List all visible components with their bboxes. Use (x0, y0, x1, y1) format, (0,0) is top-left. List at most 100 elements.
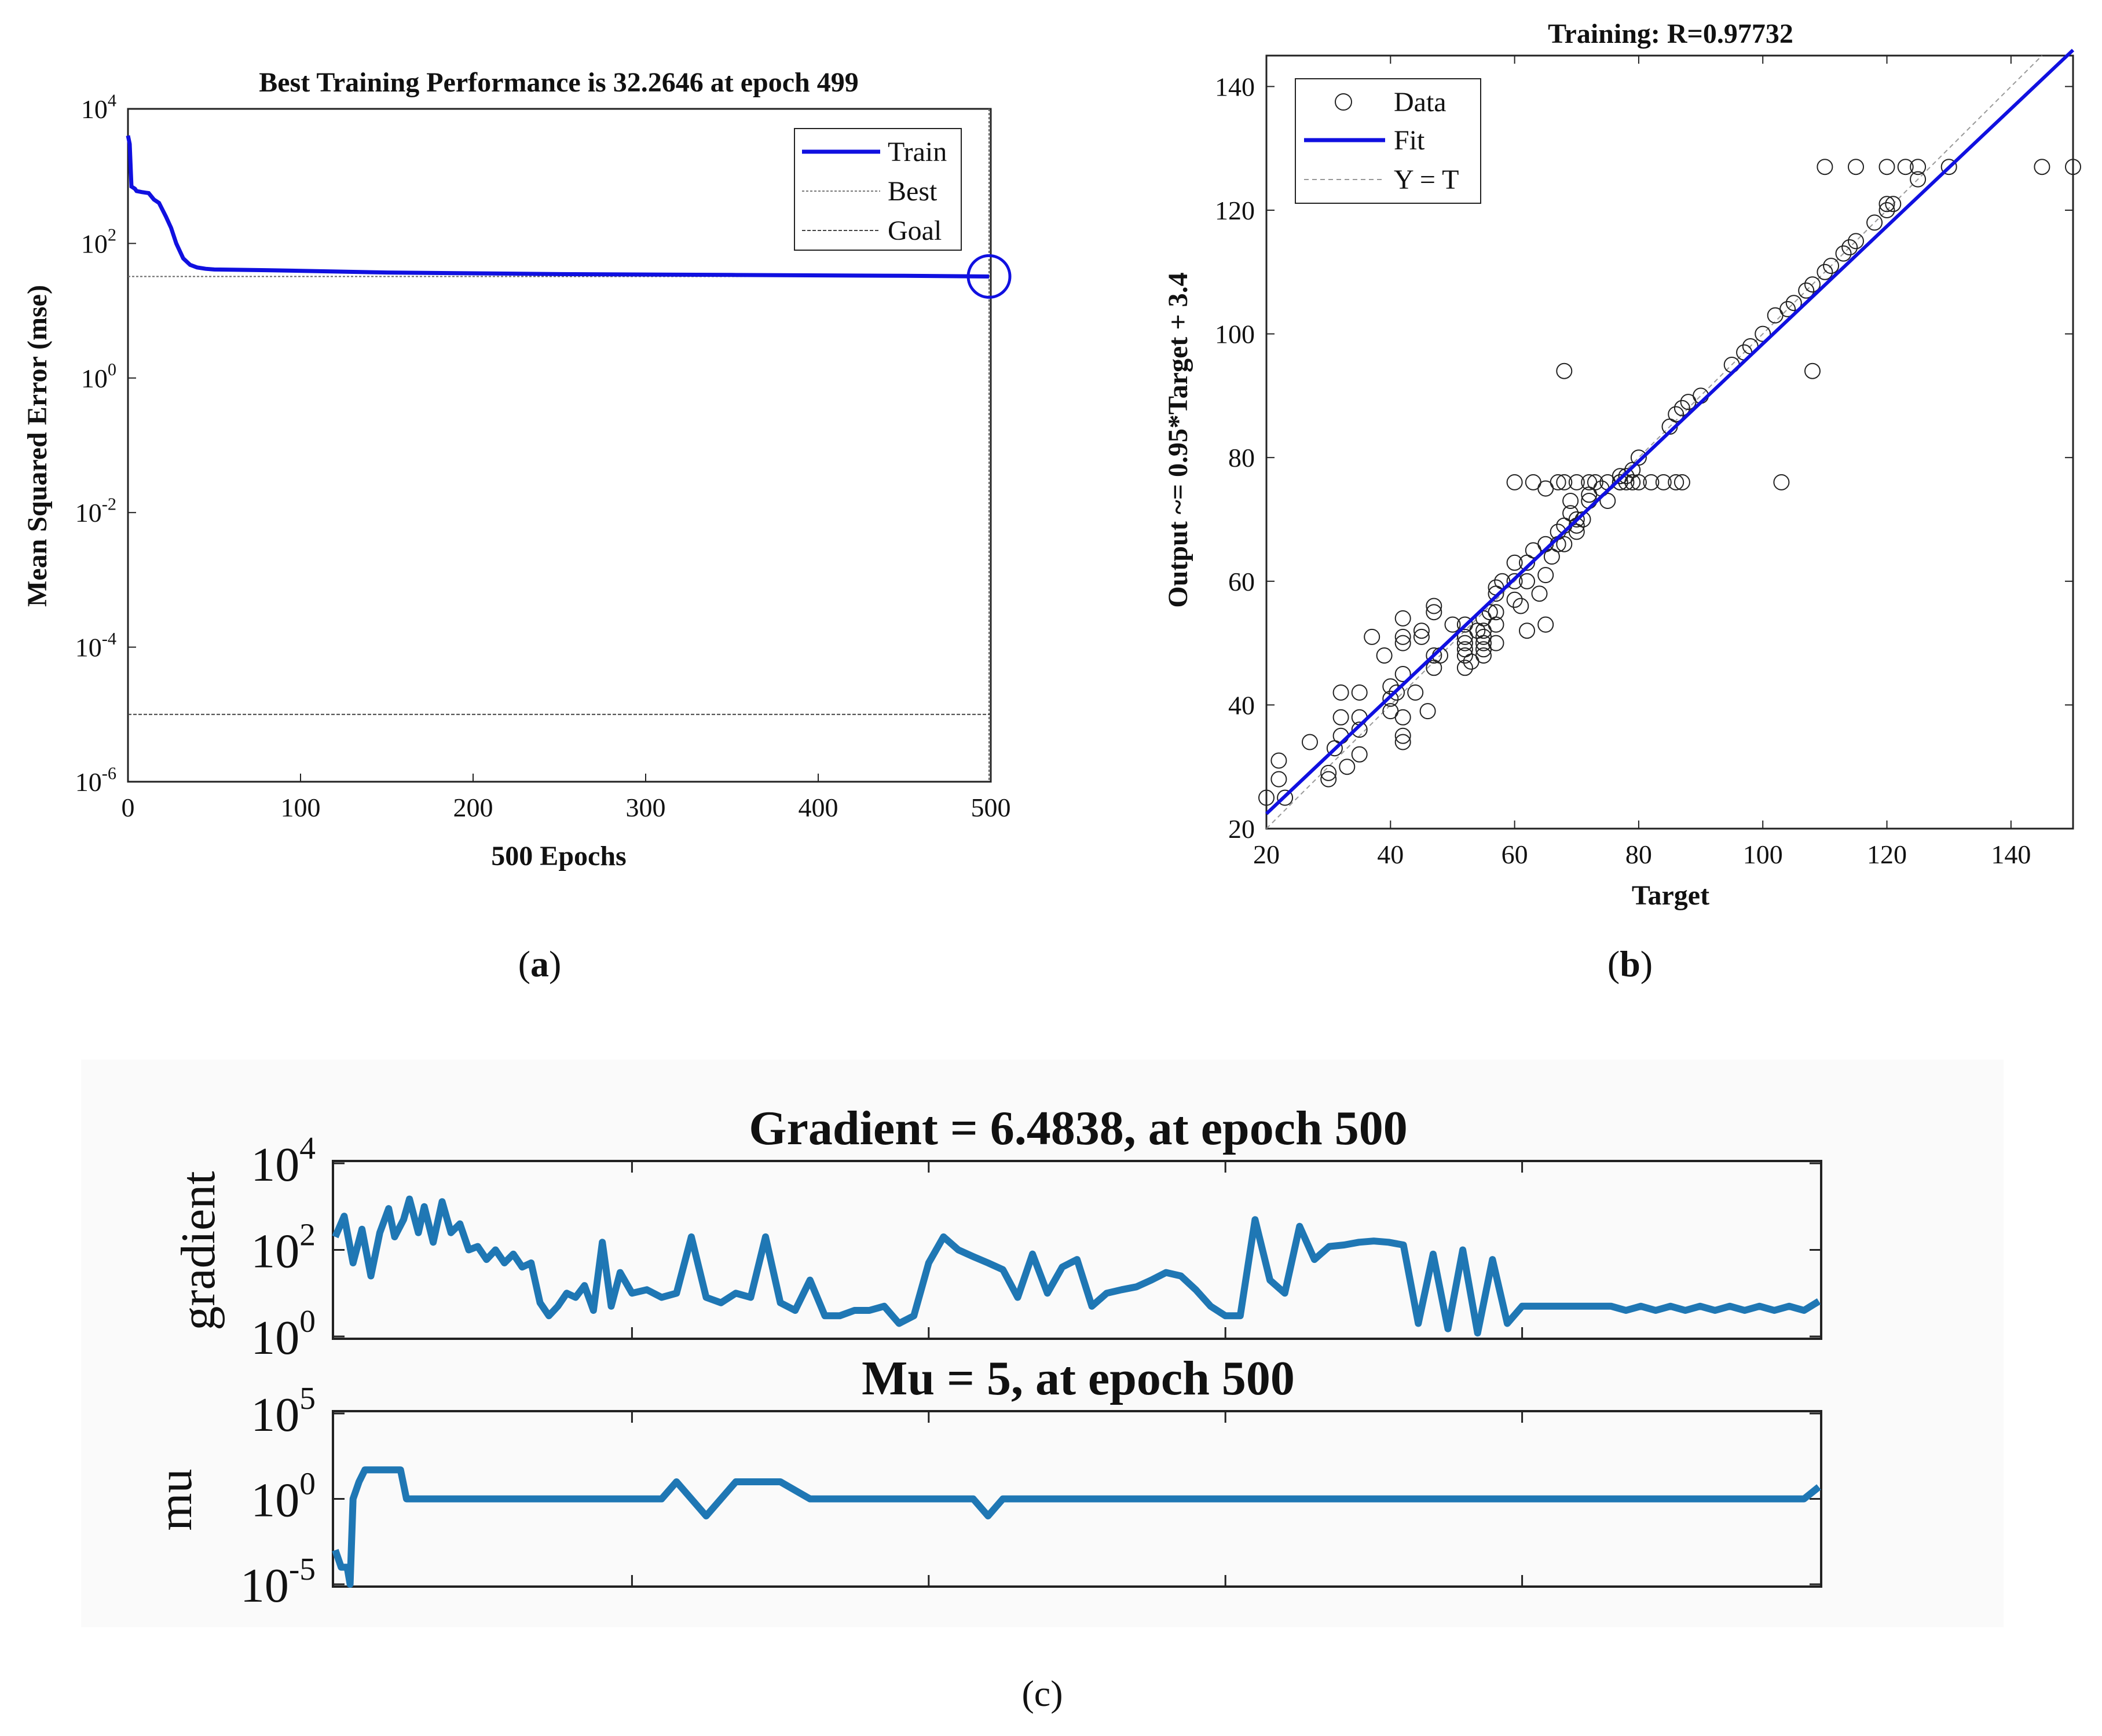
panel-b-plot-frame (1265, 54, 2074, 830)
panel-a-plot-frame (127, 108, 992, 783)
panel-b-data-point (1537, 567, 1554, 584)
panel-b-data-point (1506, 591, 1523, 608)
panel-b-data-point (1513, 598, 1529, 614)
panel-b-data-point (1332, 709, 1349, 726)
panel-b-data-point (1668, 406, 1684, 423)
panel-b-data-point (1506, 474, 1523, 490)
panel-b-data-point (1910, 159, 1927, 175)
panel-b-data-point (1488, 616, 1504, 633)
panel-b-data-point (1630, 474, 1647, 490)
panel-b-data-point (1841, 239, 1858, 256)
panel-c-gradient-series (332, 1195, 1821, 1337)
panel-a-legend-goal: Goal (888, 215, 942, 246)
panel-b-data-point (1531, 585, 1548, 602)
panel-b-data-point (1456, 647, 1473, 664)
panel-b-data-point (1556, 536, 1573, 552)
panel-a-xtick-label: 500 (971, 793, 1011, 822)
panel-b-data-point (1798, 282, 1815, 299)
panel-b-data-point (1643, 474, 1660, 490)
panel-b-data-point (1302, 734, 1318, 750)
panel-b-caption: (b) (1607, 943, 1653, 984)
panel-c-background (81, 1060, 2004, 1627)
panel-a-y-label: Mean Squared Error (mse) (22, 285, 53, 607)
panel-b-data-point (1382, 690, 1399, 707)
panel-b-data-point (1488, 604, 1504, 621)
panel-b-data-point (1394, 727, 1411, 744)
panel-b-data-point (1624, 474, 1641, 490)
panel-b-data-point (1519, 622, 1535, 639)
panel-a-y-ticks: 104 102 100 10-2 10-4 10-6 (75, 90, 136, 797)
panel-b-ytick-label: 40 (1228, 690, 1255, 720)
panel-c-gradient-y-label: gradient (171, 1171, 225, 1330)
panel-b-legend-fit: Fit (1394, 125, 1425, 156)
panel-c-gradient-ytick-label: 102 (251, 1217, 316, 1279)
panel-c-mu-y-ticks: 105 100 10-5 (240, 1380, 1821, 1613)
panel-b-data-point (1339, 759, 1356, 775)
panel-b-data-point (1270, 752, 1287, 769)
panel-b-data-point (1394, 709, 1411, 726)
panel-b-data-point (1785, 295, 1802, 312)
panel-a-mse-chart: Best Training Performance is 32.2646 at … (0, 23, 1077, 984)
panel-b-data-point (1364, 628, 1380, 645)
panel-b-data-point (1848, 159, 1864, 175)
panel-b-xtick-label: 80 (1625, 840, 1652, 869)
panel-b-data-point (1519, 573, 1535, 589)
panel-b-data-point (1866, 214, 1883, 231)
panel-b-data-point (1587, 474, 1603, 490)
panel-b-xtick-label: 100 (1743, 840, 1783, 869)
panel-b-data-point (1878, 202, 1895, 218)
panel-a-best-marker (966, 254, 1012, 299)
panel-b-ytick-label: 140 (1215, 72, 1255, 101)
panel-b-x-label: Target (1632, 880, 1709, 911)
panel-b-data-point (1332, 684, 1349, 701)
panel-b-data-point (1506, 573, 1523, 589)
panel-b-ytick-label: 80 (1228, 443, 1255, 473)
panel-c-mu-x-ticks (631, 1411, 1524, 1587)
panel-b-caption-letter: b (1620, 943, 1640, 984)
panel-c-mu-title: Mu = 5, at epoch 500 (862, 1352, 1295, 1405)
panel-a-ytick-label: 10-2 (75, 495, 116, 528)
panel-a-ytick-label: 104 (81, 90, 116, 124)
panel-b-data-point (1258, 789, 1275, 806)
panel-b-data-point (1320, 764, 1337, 781)
panel-b-data-point (1835, 245, 1852, 262)
panel-b-legend-data-swatch (1335, 93, 1352, 111)
panel-b-legend-identity: Y = T (1394, 164, 1459, 195)
panel-a-x-ticks: 0 100 200 300 400 500 (122, 774, 1011, 822)
panel-b-data-point (1537, 616, 1554, 633)
panel-b-data-point (1804, 276, 1821, 293)
panel-a-title: Best Training Performance is 32.2646 at … (259, 67, 858, 98)
panel-a-xtick-label: 300 (626, 793, 666, 822)
panel-b-data-point (1568, 511, 1585, 528)
panel-b-data-point (1556, 474, 1573, 490)
panel-b-data-point (1599, 493, 1616, 509)
panel-b-data-point (1389, 684, 1405, 701)
panel-b-ytick-label: 100 (1215, 320, 1255, 349)
panel-a-xtick-label: 400 (799, 793, 838, 822)
panel-b-y-ticks: 20 40 60 80 100 120 140 (1215, 72, 2073, 844)
panel-b-ytick-label: 20 (1228, 814, 1255, 844)
panel-b-data-point (1878, 159, 1895, 175)
panel-c-training-state: Gradient = 6.4838, at epoch 500 10410210… (81, 1060, 2004, 1714)
panel-b-data-point (1562, 493, 1579, 509)
panel-a-xtick-label: 200 (453, 793, 493, 822)
panel-b-xtick-label: 120 (1867, 840, 1907, 869)
panel-b-data-point (1320, 771, 1337, 788)
panel-c-gradient-title: Gradient = 6.4838, at epoch 500 (749, 1101, 1408, 1155)
panel-b-data-point (1426, 598, 1442, 614)
panel-b-legend-data: Data (1394, 87, 1447, 118)
panel-a-caption: (a) (518, 943, 562, 984)
panel-b-data-point (1351, 746, 1368, 763)
panel-c-gradient-y-ticks: 104 102 100 (251, 1130, 1821, 1365)
panel-b-data-point (1351, 684, 1368, 701)
panel-c-mu-y-label: mu (148, 1468, 202, 1530)
panel-a-legend-train: Train (888, 137, 947, 167)
panel-b-regression-chart: Training: R=0.97732 20 40 60 80 100 120 140 20… (1147, 0, 2102, 984)
panel-b-data-point (1475, 647, 1492, 664)
panel-b-data-point (1630, 449, 1647, 466)
panel-b-data-point (1394, 666, 1411, 682)
panel-b-y-label: Output ~= 0.95*Target + 3.4 (1163, 272, 1193, 607)
panel-b-xtick-label: 60 (1502, 840, 1528, 869)
panel-b-data-point (1673, 474, 1690, 490)
panel-b-data-point (1444, 616, 1461, 633)
